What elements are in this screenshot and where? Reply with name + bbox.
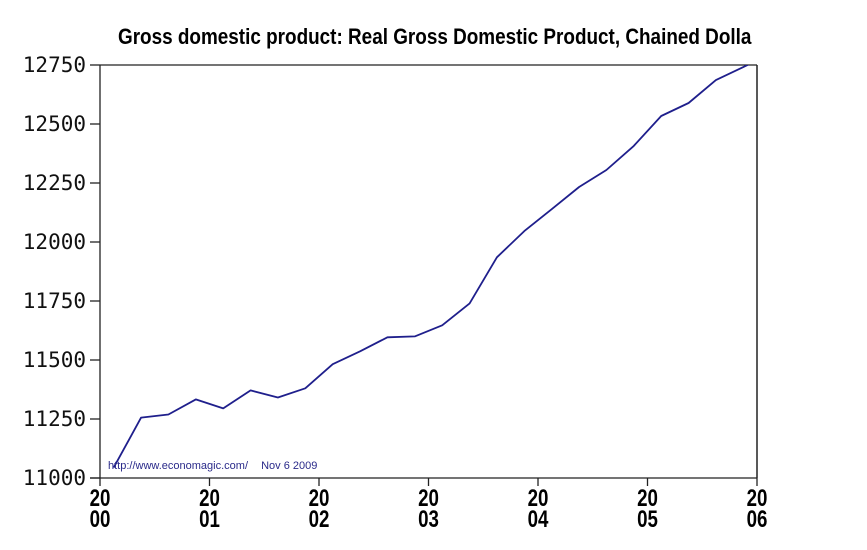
x-tick-label-top: 20 xyxy=(418,485,439,512)
y-tick-label: 11750 xyxy=(23,289,86,313)
x-tick-label-top: 20 xyxy=(747,485,768,512)
x-tick-label-top: 20 xyxy=(528,485,549,512)
y-tick-label: 12500 xyxy=(23,112,86,136)
x-tick-label-top: 20 xyxy=(637,485,658,512)
x-tick-label-top: 20 xyxy=(90,485,111,512)
x-tick-label-top: 20 xyxy=(199,485,220,512)
plot-frame xyxy=(90,64,758,479)
x-tick-label-bottom: 04 xyxy=(528,506,549,533)
x-tick-label-bottom: 05 xyxy=(637,506,658,533)
x-tick-label-bottom: 01 xyxy=(199,506,220,533)
x-tick-label-bottom: 00 xyxy=(90,506,111,533)
y-tick-label: 11500 xyxy=(23,348,86,372)
source-credit: http://www.economagic.com/ Nov 6 2009 xyxy=(108,460,317,472)
y-tick-label: 12000 xyxy=(23,230,86,254)
y-tick-label: 12750 xyxy=(23,53,86,77)
x-tick-label-bottom: 02 xyxy=(309,506,330,533)
y-tick-label: 11250 xyxy=(23,407,86,431)
x-tick-label-bottom: 06 xyxy=(747,506,768,533)
y-tick-label: 11000 xyxy=(23,466,86,490)
y-tick-label: 12250 xyxy=(23,171,86,195)
series-line-real-gdp xyxy=(112,65,750,469)
x-tick-label-top: 20 xyxy=(309,485,330,512)
y-axis-ticks: 12750 12500 12250 12000 11750 11500 11250 11000 xyxy=(23,53,100,490)
source-date: Nov 6 2009 xyxy=(261,460,317,472)
source-url: http://www.economagic.com/ xyxy=(108,460,249,472)
chart-title: Gross domestic product: Real Gross Domes… xyxy=(118,25,752,50)
x-tick-label-bottom: 03 xyxy=(418,506,439,533)
